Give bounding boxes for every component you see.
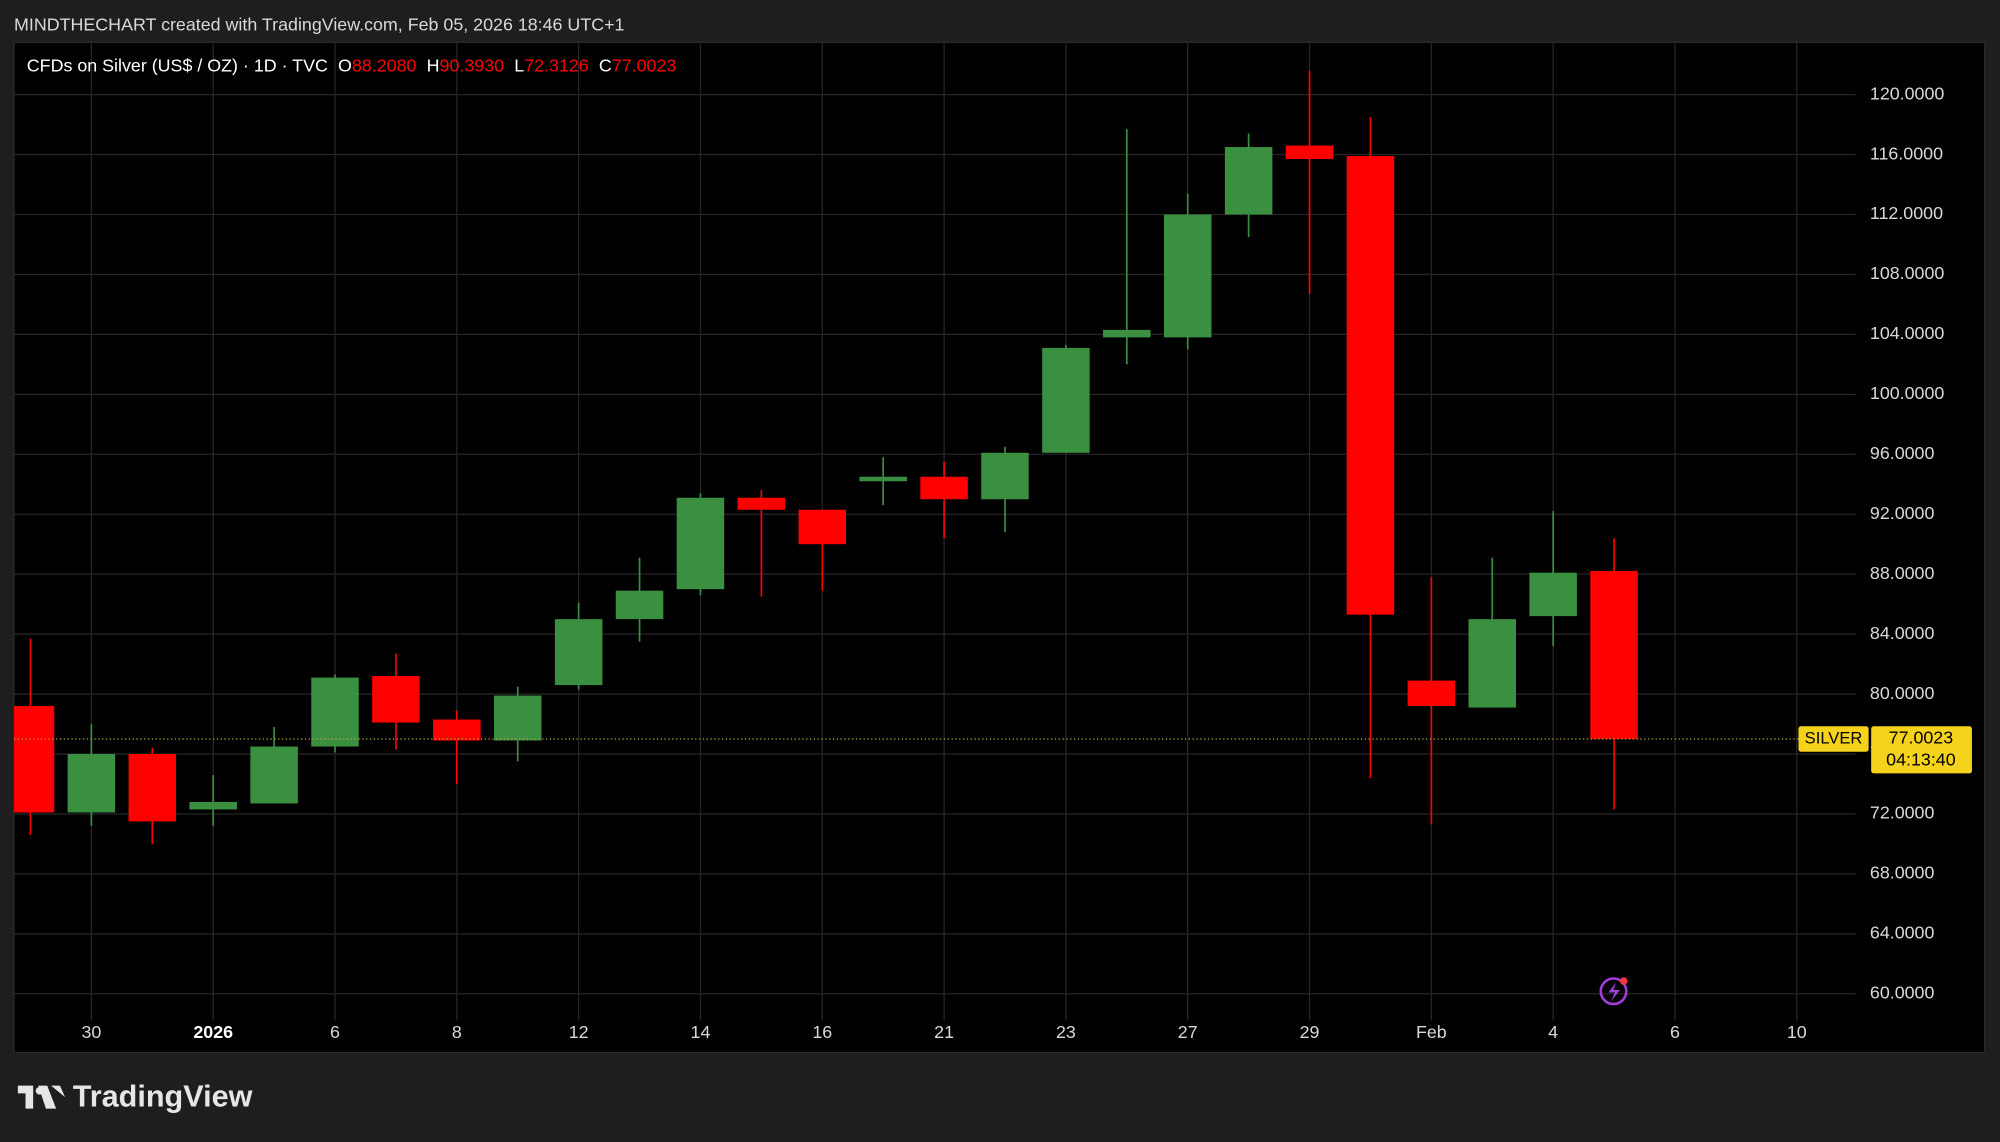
axes: 60.000064.000068.000072.000076.000080.00… — [14, 83, 1972, 1042]
candle-body — [1163, 214, 1212, 338]
y-tick-label: 112.0000 — [1870, 203, 1943, 223]
x-tick-label: 23 — [1056, 1022, 1076, 1042]
ohlc-value: 90.3930 — [440, 55, 505, 75]
countdown-label: 04:13:40 — [1886, 749, 1956, 769]
x-tick-label: 27 — [1178, 1022, 1198, 1042]
x-tick-label: 16 — [812, 1022, 832, 1042]
y-tick-label: 104.0000 — [1870, 323, 1945, 343]
x-tick-label: 6 — [1670, 1022, 1680, 1042]
candles — [14, 70, 1638, 844]
candle-body — [1590, 571, 1638, 739]
y-tick-label: 68.0000 — [1870, 863, 1935, 883]
x-tick-label: 12 — [569, 1022, 589, 1042]
candle-body — [128, 754, 177, 822]
candle-body — [676, 497, 725, 590]
candle-body — [920, 476, 968, 500]
candle-body — [1529, 572, 1577, 617]
candle-body — [250, 746, 298, 804]
candle-body — [981, 452, 1029, 500]
candle-body — [1285, 145, 1334, 160]
chart-header: CFDs on Silver (US$ / OZ) · 1D · TVC O88.… — [27, 55, 677, 75]
x-tick-label: 2026 — [193, 1022, 233, 1042]
brand: TradingView — [73, 1080, 253, 1114]
price-tag — [1871, 726, 1972, 774]
y-tick-label: 88.0000 — [1870, 563, 1935, 583]
candle-body — [859, 476, 907, 482]
candle-body — [311, 677, 359, 747]
y-tick-label: 80.0000 — [1870, 683, 1935, 703]
candle-body — [1407, 680, 1456, 707]
candle-body — [1224, 147, 1273, 215]
ohlc-key: C — [599, 55, 612, 75]
candle-body — [493, 695, 542, 741]
chart-title: CFDs on Silver (US$ / OZ) · 1D · TVC — [27, 55, 328, 75]
x-tick-label: 14 — [691, 1022, 711, 1042]
price-tag-label: 77.0023 — [1889, 728, 1954, 748]
candle-body — [67, 754, 116, 813]
x-tick-label: 21 — [934, 1022, 954, 1042]
x-tick-label: 29 — [1300, 1022, 1320, 1042]
candle-body — [737, 497, 786, 510]
candle-body — [615, 590, 664, 620]
y-tick-label: 96.0000 — [1870, 443, 1935, 463]
chart-panel — [13, 41, 1986, 1054]
attribution: MINDTHECHART created with TradingView.co… — [14, 14, 625, 34]
lightning-icon — [1599, 977, 1628, 1006]
candle-body — [433, 719, 481, 741]
brand-logo — [17, 1085, 66, 1109]
ohlc-key: L — [514, 55, 524, 75]
y-tick-label: 120.0000 — [1870, 83, 1945, 103]
candle-body — [189, 801, 237, 810]
candle-body — [798, 509, 847, 545]
y-tick-label: 108.0000 — [1870, 263, 1945, 283]
y-tick-label: 84.0000 — [1870, 623, 1935, 643]
candle-body — [14, 706, 55, 813]
ohlc-value: 77.0023 — [612, 55, 677, 75]
x-tick-label: 8 — [452, 1022, 462, 1042]
candle-body — [1468, 619, 1517, 708]
candle-body — [1042, 347, 1090, 453]
symbol-tag — [1798, 726, 1869, 752]
y-tick-label: 60.0000 — [1870, 983, 1935, 1003]
y-tick-label: 64.0000 — [1870, 923, 1935, 943]
x-tick-label: 6 — [330, 1022, 340, 1042]
ohlc-value: 88.2080 — [352, 55, 417, 75]
y-tick-label: 72.0000 — [1870, 803, 1935, 823]
candle-body — [1346, 156, 1395, 615]
y-tick-label: 100.0000 — [1870, 383, 1945, 403]
ohlc-key: O — [338, 55, 352, 75]
candle-body — [554, 619, 603, 686]
ohlc-key: H — [427, 55, 440, 75]
symbol-tag-label: SILVER — [1805, 728, 1863, 747]
y-tick-label: 116.0000 — [1870, 143, 1943, 163]
x-tick-label: 30 — [81, 1022, 101, 1042]
candle-body — [372, 676, 420, 723]
x-tick-label: Feb — [1416, 1022, 1447, 1042]
candle-body — [1103, 329, 1151, 338]
x-tick-label: 4 — [1548, 1022, 1558, 1042]
x-tick-label: 10 — [1787, 1022, 1807, 1042]
ohlc-value: 72.3126 — [524, 55, 589, 75]
y-tick-label: 92.0000 — [1870, 503, 1935, 523]
